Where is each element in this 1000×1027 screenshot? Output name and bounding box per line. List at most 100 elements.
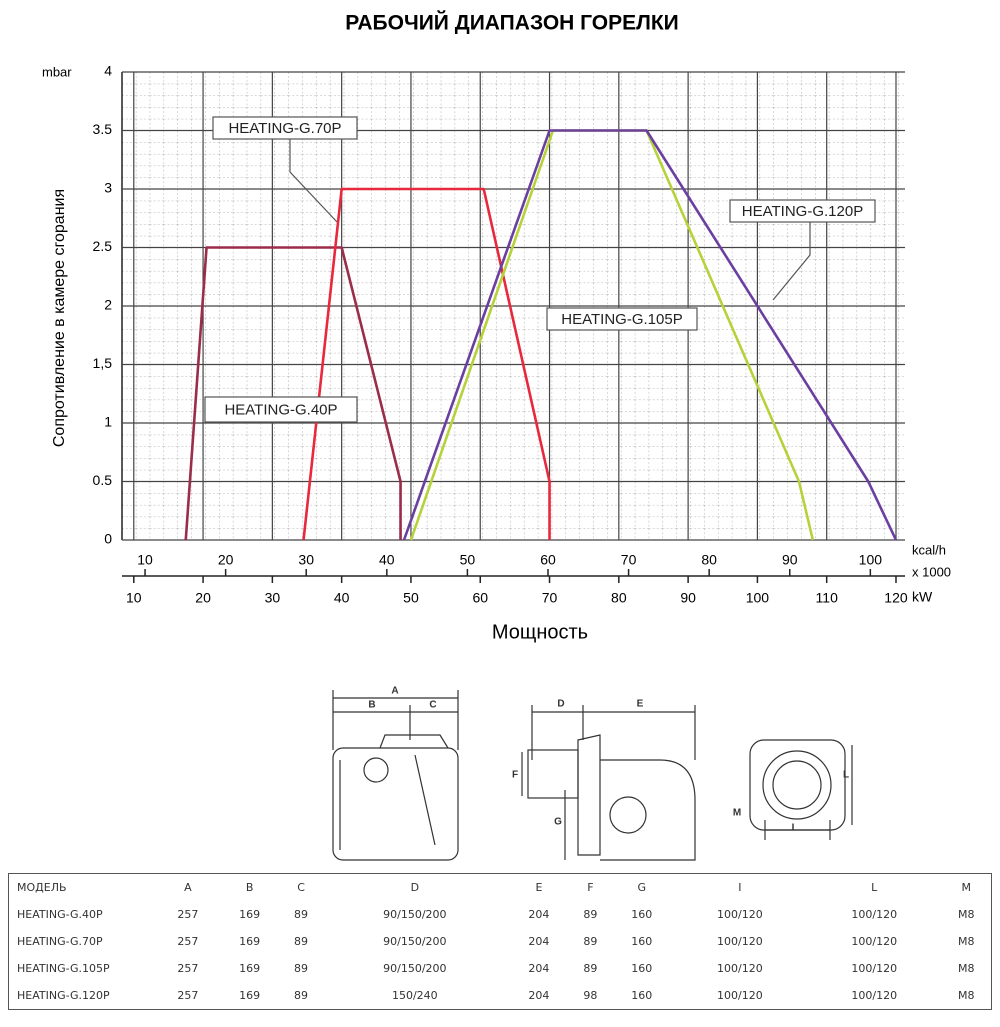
- series-label: HEATING-G.40P: [224, 401, 337, 418]
- x2-tick-label: 90: [782, 552, 798, 568]
- label-box: [212, 116, 358, 140]
- table-cell: B: [245, 881, 254, 894]
- y-tick-label: 3.5: [93, 121, 113, 137]
- table-cell: HEATING-G.40P: [17, 908, 103, 921]
- x-tick-label: 100: [746, 590, 770, 606]
- table-cell: F: [587, 881, 594, 894]
- series-label: HEATING-G.105P: [561, 311, 682, 328]
- x2-tick-label: 80: [701, 552, 717, 568]
- table-cell: HEATING-G.105P: [17, 962, 110, 975]
- table-cell: M8: [957, 935, 975, 948]
- x2-tick-label: 100: [859, 552, 883, 568]
- table-cell: M8: [957, 908, 975, 921]
- table-cell: 150/240: [391, 989, 438, 1002]
- table-cell: M: [961, 881, 971, 894]
- dimension-table: МОДЕЛЬ A B C D E F G I L M HEATING-G.40P 257 169 89 90/…: [8, 873, 992, 1010]
- dimension-label: I: [792, 823, 795, 834]
- y-tick-label: 4: [104, 63, 112, 79]
- y-tick-label: 1,5: [93, 355, 113, 371]
- table-cell: 169: [239, 989, 261, 1002]
- x-tick-label: 30: [265, 590, 281, 606]
- y-tick-label: 1: [104, 414, 112, 430]
- leader-line: [289, 139, 338, 223]
- table-cell: 89: [294, 989, 309, 1002]
- dimension-label: M: [733, 808, 741, 819]
- x2-tick-label: 70: [621, 552, 637, 568]
- x-tick-label: 20: [195, 590, 211, 606]
- table-cell: 160: [631, 989, 653, 1002]
- table-cell: 169: [239, 908, 261, 921]
- table-cell: G: [637, 881, 647, 894]
- x-tick-label: 120: [884, 590, 908, 606]
- table-cell: L: [871, 881, 878, 894]
- table-cell: 100/120: [851, 935, 898, 948]
- table-row: HEATING-G.70P 257 169 89 90/150/200 204 89 160 1…: [9, 928, 992, 955]
- table-cell: M8: [957, 989, 975, 1002]
- x-tick-label: 50: [403, 590, 419, 606]
- chart-title: РАБОЧИЙ ДИАПАЗОН ГОРЕЛКИ: [345, 11, 679, 35]
- x2-tick-label: 50: [460, 552, 476, 568]
- table-cell: 160: [631, 935, 653, 948]
- table-cell: 89: [294, 908, 309, 921]
- table-cell: 89: [583, 962, 598, 975]
- table-cell: 204: [528, 989, 550, 1002]
- x-tick-label: 110: [816, 590, 839, 606]
- x-tick-label: 80: [611, 590, 627, 606]
- x-tick-label: 60: [472, 590, 488, 606]
- table-cell: 89: [583, 935, 598, 948]
- table-cell: M8: [957, 962, 975, 975]
- series-label: HEATING-G.70P: [228, 120, 341, 137]
- label-box: [729, 199, 876, 223]
- table-cell: E: [535, 881, 543, 894]
- table-cell: 100/120: [717, 908, 763, 921]
- table-cell: 257: [177, 908, 199, 921]
- x2-tick-label: 30: [298, 552, 314, 568]
- y-axis-label: Сопротивление в камере сгорания: [51, 189, 68, 447]
- table-cell: 100/120: [851, 962, 898, 975]
- table-cell: 100/120: [851, 908, 898, 921]
- label-box: [546, 307, 698, 331]
- y-tick-label: 0.5: [93, 472, 113, 488]
- y-unit: mbar: [42, 64, 72, 79]
- leader-line: [772, 222, 811, 301]
- table-cell: 169: [239, 962, 261, 975]
- table-cell: 100/120: [717, 989, 763, 1002]
- x-tick-label: 10: [126, 590, 142, 606]
- x-tick-label: 90: [680, 590, 696, 606]
- dimension-label: G: [554, 817, 562, 828]
- table-cell: 257: [177, 962, 199, 975]
- series-line: [402, 129, 898, 541]
- y-tick-label: 2: [104, 297, 112, 313]
- chart: РАБОЧИЙ ДИАПАЗОН ГОРЕЛКИ mbar Сопротивле…: [42, 11, 951, 861]
- y-tick-label: 3: [104, 180, 112, 196]
- x-unit: kW: [912, 589, 933, 605]
- table-row: МОДЕЛЬ A B C D E F G I L M: [9, 874, 992, 902]
- table-cell: 89: [294, 962, 309, 975]
- table-cell: 204: [528, 908, 550, 921]
- x-axis-label: Мощность: [492, 621, 588, 643]
- table-cell: C: [297, 881, 305, 894]
- x-tick-label: 40: [334, 590, 350, 606]
- table-row: HEATING-G.105P 257 169 89 90/150/200 204 89 160…: [9, 955, 992, 982]
- table-cell: D: [410, 881, 420, 894]
- dimension-label: B: [368, 700, 375, 711]
- series-line: [184, 246, 402, 541]
- table-cell: 98: [583, 989, 598, 1002]
- x-tick-label: 70: [542, 590, 558, 606]
- table-cell: 89: [294, 935, 309, 948]
- dimension-label: A: [391, 686, 398, 697]
- table-row: HEATING-G.40P 257 169 89 90/150/200 204 89 160 1…: [9, 901, 992, 928]
- table-cell: 160: [631, 962, 653, 975]
- table-cell: 90/150/200: [383, 908, 447, 921]
- table-cell: 100/120: [717, 935, 763, 948]
- table-cell: A: [184, 881, 192, 894]
- table-cell: 257: [177, 935, 199, 948]
- x2-tick-label: 60: [540, 552, 556, 568]
- table-cell: 204: [528, 962, 550, 975]
- x2-tick-label: 10: [137, 552, 153, 568]
- x2-unit: x 1000: [912, 564, 951, 579]
- series-label: HEATING-G.120P: [742, 203, 863, 220]
- table-cell: HEATING-G.70P: [17, 935, 103, 948]
- y-tick-label: 2.5: [93, 238, 113, 254]
